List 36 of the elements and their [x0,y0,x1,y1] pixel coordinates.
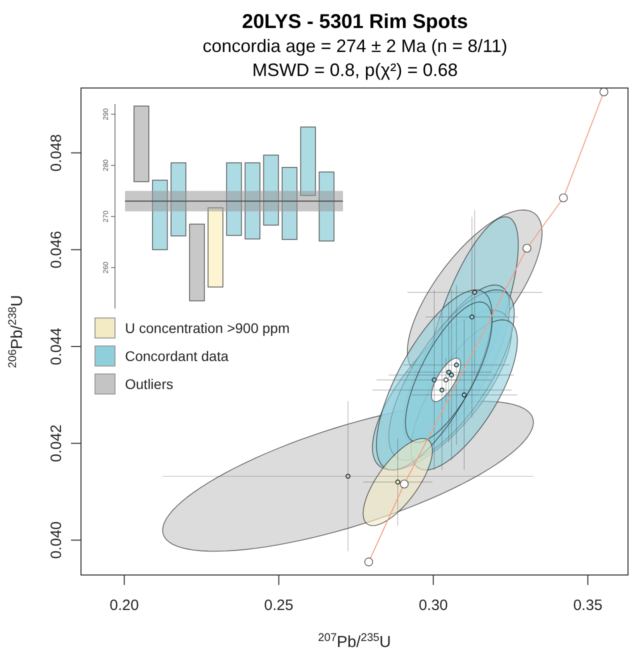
x-axis-title: $^{207}$Pb/$^{235}$U [318,632,391,651]
y-tick-label: 0.046 [48,230,65,268]
x-tick-label: 0.35 [573,597,602,614]
point [432,378,437,382]
point [440,388,444,392]
x-tick-label: 0.30 [418,597,448,614]
legend-label: Concordant data [125,348,229,364]
y-tick-label: 0.040 [48,521,65,559]
bar [208,207,224,288]
point [472,290,478,295]
bar [226,162,242,236]
y-tick-label: 0.048 [48,134,65,172]
point [449,372,454,378]
bar [282,166,298,240]
bar [134,106,150,182]
legend-label: U concentration >900 ppm [125,320,290,336]
chart-subtitle: concordia age = 274 ± 2 Ma (n = 8/11) MSWD = 0.8, p(χ²) = 0.68 [202,36,508,80]
legend-label: Outliers [125,376,174,392]
point [454,362,459,368]
bar [152,180,168,250]
y-tick-label: 0.042 [48,424,65,462]
bar [170,162,186,236]
x-tick-label: 0.25 [264,597,294,614]
point [446,370,452,375]
bar [318,172,334,242]
bar [263,154,279,226]
y-tick-label: 0.044 [48,328,65,366]
point [462,392,467,398]
point [346,474,350,479]
point [395,480,400,484]
chart-title: 20LYS - 5301 Rim Spots [242,11,468,33]
bar [189,224,205,302]
point [470,314,474,320]
bar [244,162,260,240]
bar [300,126,316,196]
x-tick-label: 0.20 [110,597,139,614]
